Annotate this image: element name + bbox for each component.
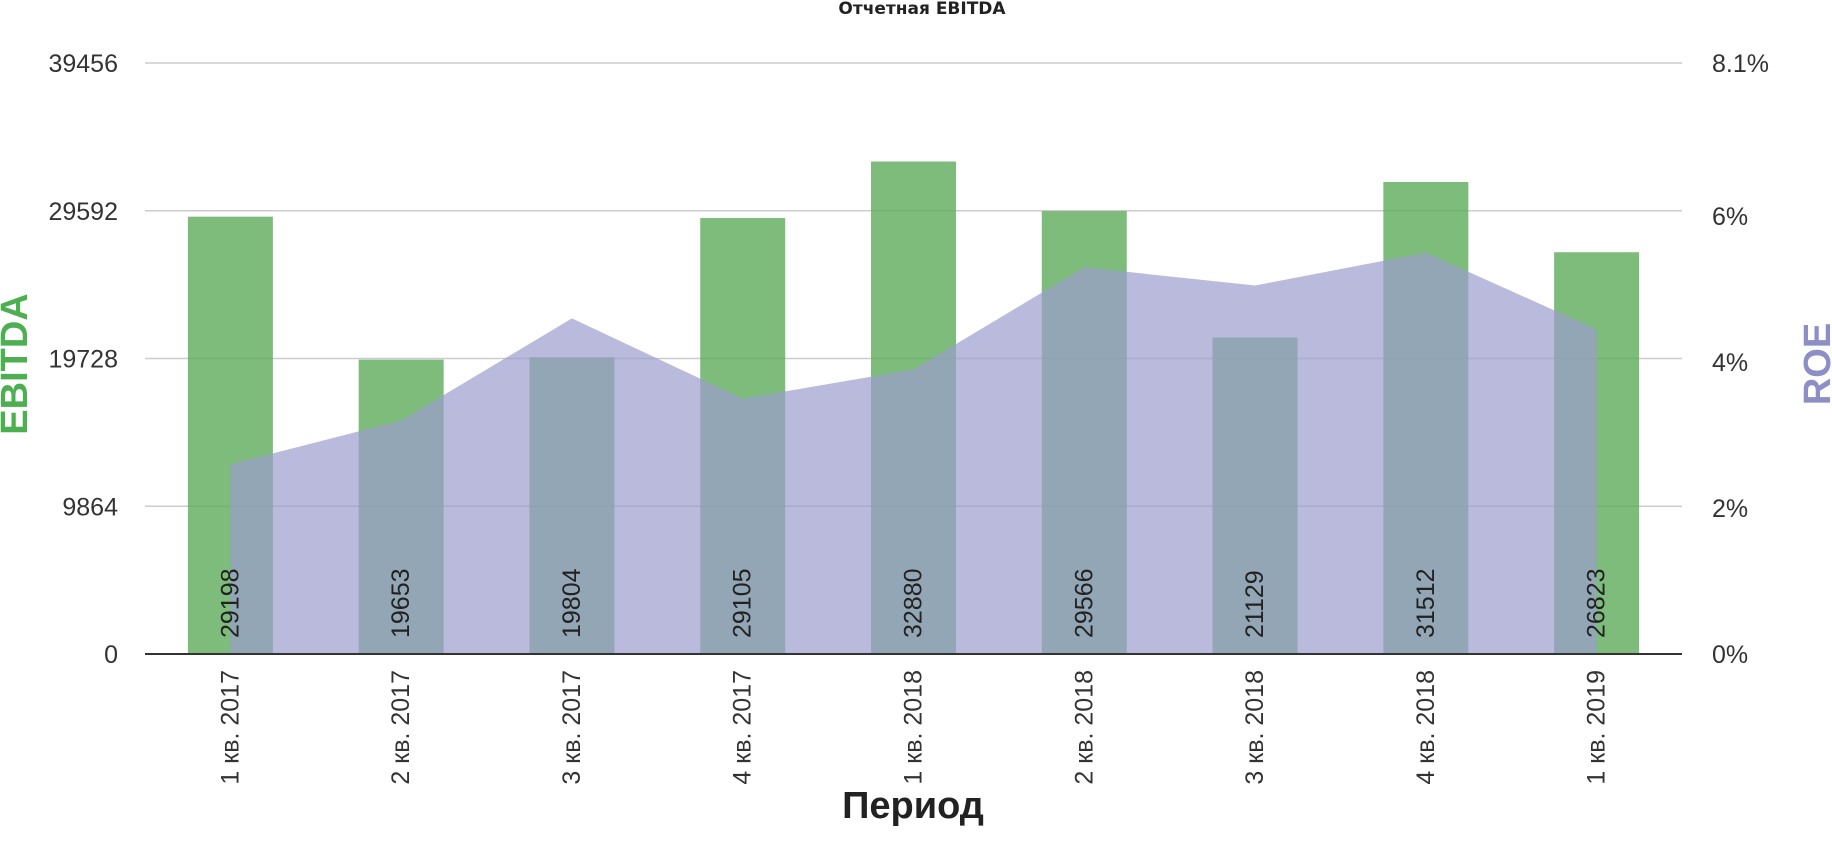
roe-area-shape xyxy=(230,252,1597,654)
x-axis-label: Период xyxy=(842,785,984,827)
category-label: 1 кв. 2019 xyxy=(1583,670,1611,785)
right-axis-ticks: 0% 2% 4% 6% 8.1% xyxy=(1712,50,1769,669)
bar-value-label: 19804 xyxy=(558,568,586,638)
bar-value-labels: 29198 19653 19804 29105 32880 29566 21129 31512… xyxy=(216,568,1610,638)
category-label: 3 кв. 2018 xyxy=(1241,670,1269,785)
bar-value-label: 32880 xyxy=(900,568,928,638)
right-tick-label: 4% xyxy=(1712,349,1748,377)
roe-area xyxy=(230,252,1597,654)
right-tick-label: 8.1% xyxy=(1712,50,1769,78)
category-label: 1 кв. 2017 xyxy=(216,670,244,785)
category-label: 2 кв. 2018 xyxy=(1070,670,1098,785)
left-tick-label: 39456 xyxy=(48,50,118,78)
category-label: 4 кв. 2018 xyxy=(1412,670,1440,785)
bar-value-label: 26823 xyxy=(1583,568,1611,638)
chart-title: Отчетная EBITDA xyxy=(838,0,1006,19)
right-tick-label: 2% xyxy=(1712,495,1748,523)
bar-value-label: 29105 xyxy=(729,568,757,638)
left-tick-label: 29592 xyxy=(48,198,118,226)
bar-value-label: 29198 xyxy=(216,568,244,638)
category-labels: 1 кв. 2017 2 кв. 2017 3 кв. 2017 4 кв. 2017… xyxy=(216,670,1610,785)
bar-value-label: 19653 xyxy=(387,568,415,638)
category-label: 3 кв. 2017 xyxy=(558,670,586,785)
left-tick-label: 9864 xyxy=(62,493,118,521)
right-tick-label: 0% xyxy=(1712,641,1748,669)
left-tick-label: 0 xyxy=(104,641,118,669)
right-tick-label: 6% xyxy=(1712,203,1748,231)
category-label: 2 кв. 2017 xyxy=(387,670,415,785)
right-axis-label: ROE xyxy=(1797,323,1832,405)
bar-value-label: 31512 xyxy=(1412,568,1440,638)
left-axis-ticks: 0 9864 19728 29592 39456 xyxy=(48,50,118,669)
left-axis-label: EBITDA xyxy=(0,293,36,434)
left-tick-label: 19728 xyxy=(48,346,118,374)
category-label: 1 кв. 2018 xyxy=(900,670,928,785)
category-label: 4 кв. 2017 xyxy=(729,670,757,785)
bar-value-label: 21129 xyxy=(1241,570,1269,638)
bar-value-label: 29566 xyxy=(1070,568,1098,638)
